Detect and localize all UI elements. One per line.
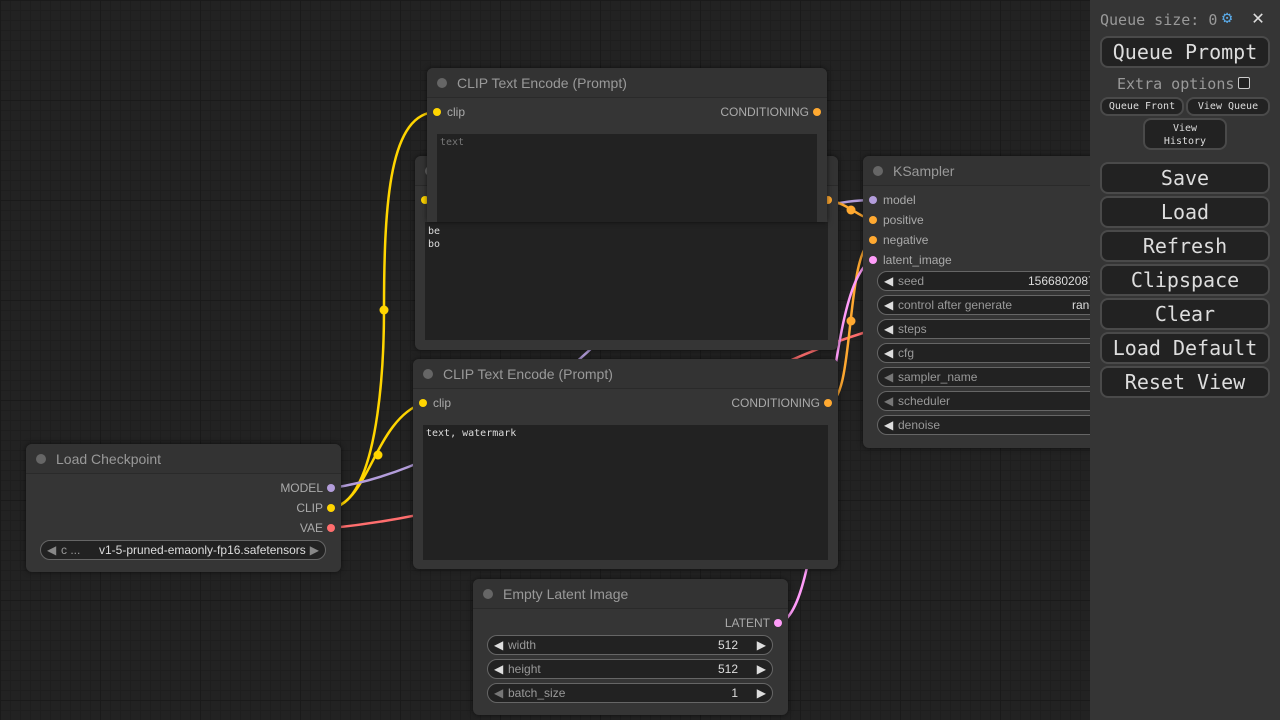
control-after-generate-widget[interactable]: ◀control after generaterandomize bbox=[877, 295, 1117, 315]
negative-input[interactable]: negative bbox=[863, 230, 928, 250]
steps-widget[interactable]: ◀ steps bbox=[877, 319, 1117, 339]
ckpt-name-combo[interactable]: ◀ c ... v1-5-pruned-emaonly-fp16.safetenso… bbox=[40, 540, 326, 560]
width-widget[interactable]: ◀ width 512 ▶ bbox=[487, 635, 773, 655]
queue-prompt-button[interactable]: Queue Prompt bbox=[1100, 36, 1270, 68]
extra-options-label: Extra options bbox=[1117, 75, 1235, 93]
prompt-textarea[interactable]: text, watermark bbox=[423, 425, 828, 560]
reset-view-button[interactable]: Reset View bbox=[1100, 366, 1270, 398]
view-queue-button[interactable]: View Queue bbox=[1186, 97, 1270, 116]
sampler-name-widget[interactable]: ◀ sampler_name bbox=[877, 367, 1117, 387]
clip-input[interactable]: clip bbox=[413, 393, 451, 413]
scheduler-widget[interactable]: ◀ scheduler bbox=[877, 391, 1117, 411]
clipspace-button[interactable]: Clipspace bbox=[1100, 264, 1270, 296]
denoise-widget[interactable]: ◀ denoise bbox=[877, 415, 1117, 435]
vae-output[interactable]: VAE bbox=[300, 518, 341, 538]
view-history-button[interactable]: View History bbox=[1143, 118, 1227, 150]
prompt-textarea-back[interactable]: be bo bbox=[425, 222, 828, 340]
height-widget[interactable]: ◀ height 512 ▶ bbox=[487, 659, 773, 679]
clip-text-encode-node-top[interactable]: CLIP Text Encode (Prompt) clip CONDITION… bbox=[427, 68, 827, 222]
model-input[interactable]: model bbox=[863, 190, 916, 210]
positive-input[interactable]: positive bbox=[863, 210, 924, 230]
ksampler-node[interactable]: KSampler model positive negative latent_… bbox=[863, 156, 1123, 448]
wire-clip-bottom bbox=[331, 401, 424, 510]
conditioning-output[interactable]: CONDITIONING bbox=[720, 102, 827, 122]
refresh-button[interactable]: Refresh bbox=[1100, 230, 1270, 262]
queue-front-button[interactable]: Queue Front bbox=[1100, 97, 1184, 116]
clip-output[interactable]: CLIP bbox=[296, 498, 341, 518]
load-checkpoint-node[interactable]: Load Checkpoint MODEL CLIP VAE ◀ c ... v1-… bbox=[26, 444, 341, 572]
queue-size-label: Queue size: 0 bbox=[1100, 11, 1218, 29]
save-button[interactable]: Save bbox=[1100, 162, 1270, 194]
batch-size-widget[interactable]: ◀ batch_size 1 ▶ bbox=[487, 683, 773, 703]
collapse-dot-icon[interactable] bbox=[423, 369, 433, 379]
extra-options-checkbox[interactable] bbox=[1238, 77, 1250, 89]
load-button[interactable]: Load bbox=[1100, 196, 1270, 228]
empty-latent-image-node[interactable]: Empty Latent Image LATENT ◀ width 512 ▶ ◀ he… bbox=[473, 579, 788, 715]
prompt-textarea[interactable]: text bbox=[437, 134, 817, 222]
menu-panel: Queue size: 0 ⚙ ✕ Queue Prompt Extra opt… bbox=[1090, 0, 1280, 720]
clear-button[interactable]: Clear bbox=[1100, 298, 1270, 330]
gear-icon[interactable]: ⚙ bbox=[1222, 8, 1233, 28]
latent-image-input[interactable]: latent_image bbox=[863, 250, 952, 270]
collapse-dot-icon[interactable] bbox=[437, 78, 447, 88]
conditioning-output[interactable]: CONDITIONING bbox=[731, 393, 838, 413]
latent-output[interactable]: LATENT bbox=[725, 613, 788, 633]
model-output[interactable]: MODEL bbox=[280, 478, 341, 498]
load-default-button[interactable]: Load Default bbox=[1100, 332, 1270, 364]
clip-input[interactable]: clip bbox=[427, 102, 465, 122]
close-icon[interactable]: ✕ bbox=[1252, 5, 1265, 29]
cfg-widget[interactable]: ◀ cfg bbox=[877, 343, 1117, 363]
clip-text-encode-node-bottom[interactable]: CLIP Text Encode (Prompt) clip CONDITION… bbox=[413, 359, 838, 569]
